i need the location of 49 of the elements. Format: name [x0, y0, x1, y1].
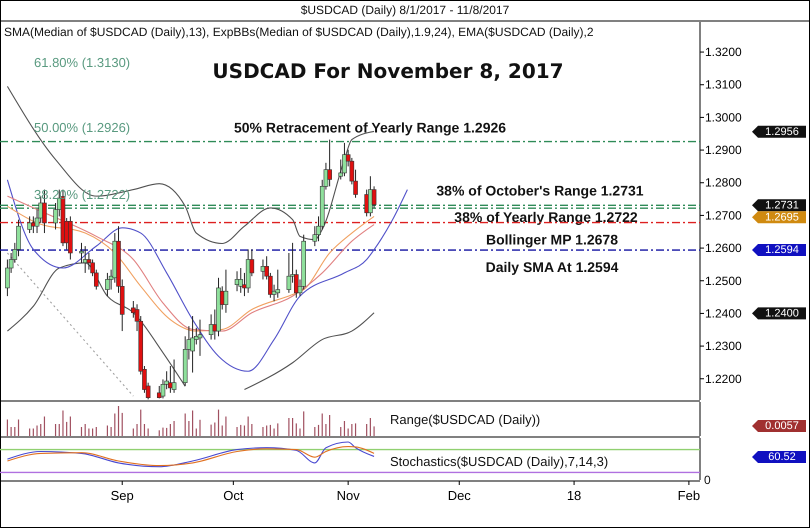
- text: 1.2400: [765, 307, 799, 320]
- x-tick-label: Nov: [336, 488, 360, 503]
- ref-line-label: 38% of October's Range 1.2731: [436, 182, 644, 198]
- y-tick-label: 1.2500: [705, 274, 742, 288]
- x-tick-label: Oct: [223, 488, 244, 503]
- y-tick-label: 1.2700: [705, 208, 742, 222]
- candlestick: [172, 358, 176, 394]
- candlestick: [275, 269, 280, 298]
- text: Stochastics($USDCAD (Daily),7,14,3): [390, 454, 608, 469]
- y-tick-label: 1.3000: [705, 110, 742, 124]
- ref-line-label: 38% of Yearly Range 1.2722: [454, 209, 638, 226]
- annotation: 61.80% (1.3130): [34, 55, 130, 70]
- candlestick: [198, 319, 202, 356]
- candlestick: [342, 142, 347, 177]
- text: 1.2731: [765, 199, 799, 212]
- ref-line-label: Bollinger MP 1.2678: [486, 232, 618, 248]
- candlestick: [190, 316, 195, 374]
- annotation: USDCAD For November 8, 2017: [212, 59, 564, 83]
- y-tick-label: 1.2400: [705, 306, 742, 320]
- y-tick-label: 1.2200: [705, 372, 742, 386]
- x-tick-label: Dec: [448, 488, 472, 503]
- candlestick: [27, 216, 32, 234]
- candlestick: [224, 269, 228, 314]
- candlestick: [327, 139, 332, 187]
- candlestick: [105, 272, 110, 297]
- y-tick-label: 1.3100: [705, 78, 742, 92]
- text: 0.0057: [765, 420, 799, 432]
- candlestick: [238, 268, 244, 294]
- text: 0: [704, 473, 711, 487]
- y-tick-label: 1.2600: [705, 241, 742, 256]
- text: Range($USDCAD (Daily)): [390, 412, 540, 427]
- text: 1.2594: [765, 244, 799, 256]
- text: 1.2695: [765, 211, 799, 224]
- y-tick-label: 1.2900: [705, 143, 742, 158]
- y-tick-label: 1.2300: [705, 339, 742, 354]
- candlestick: [234, 270, 240, 292]
- y-tick-label: 1.3200: [705, 45, 742, 60]
- line-series: [6, 179, 408, 372]
- annotation: SMA(Median of $USDCAD (Daily),13), ExpBBs(Median of $USDCAD (Daily),1.9,24), EMA($USDCAD (Daily),2: [4, 25, 594, 39]
- chart-title: $USDCAD (Daily) 8/1/2017 - 11/8/2017: [300, 3, 510, 17]
- ref-line-label: 50% Retracement of Yearly Range 1.2926: [234, 120, 506, 136]
- annotation: 50.00% (1.2926): [34, 120, 130, 135]
- ref-line-label: Daily SMA At 1.2594: [486, 259, 619, 276]
- x-tick-label: Sep: [110, 488, 134, 503]
- text: 60.52: [768, 451, 796, 463]
- text: 1.2956: [765, 126, 799, 138]
- x-tick-label: 18: [566, 488, 582, 503]
- y-tick-label: 1.2800: [705, 176, 742, 190]
- x-tick-label: Feb: [678, 488, 700, 503]
